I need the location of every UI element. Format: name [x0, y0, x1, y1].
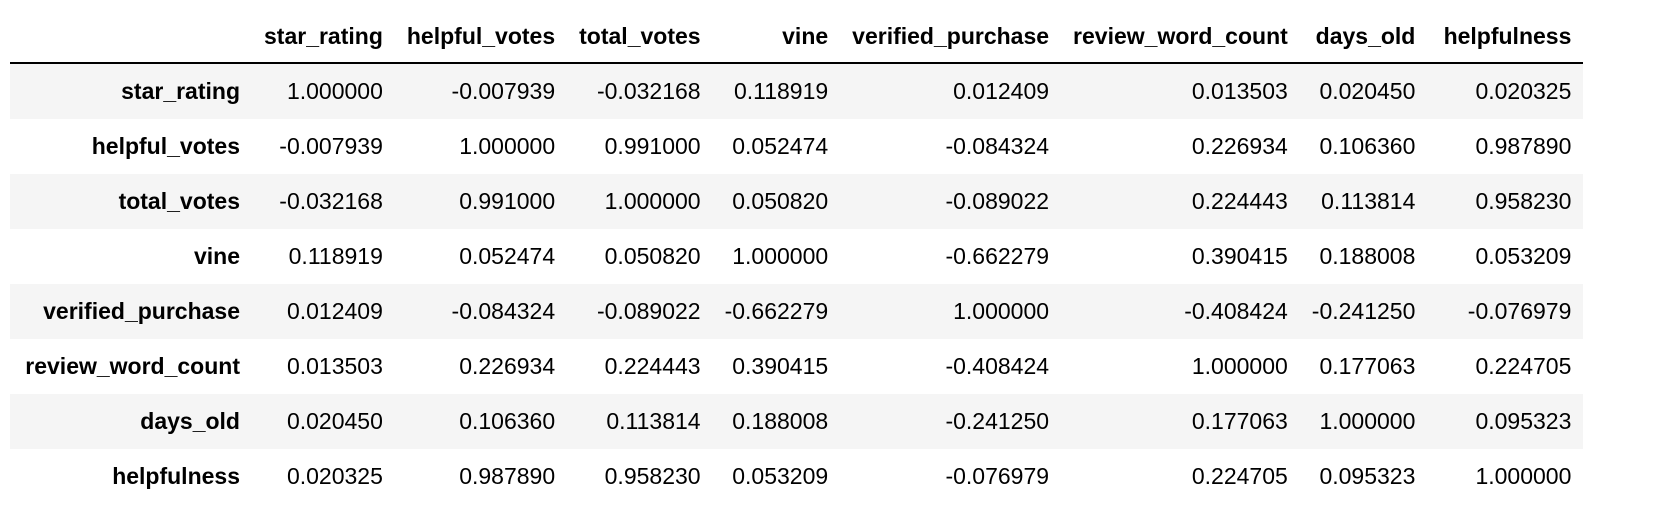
table-cell: 0.390415: [1191, 243, 1288, 269]
table-cell: 0.050820: [604, 243, 701, 269]
correlation-table: star_rating helpful_votes total_votes vi…: [10, 10, 1584, 504]
column-header: total_votes: [567, 10, 713, 64]
table-cell: -0.241250: [945, 408, 1050, 434]
table-cell: 0.113814: [1321, 188, 1416, 214]
table-cell: 0.188008: [732, 408, 829, 434]
table-cell: 0.390415: [732, 353, 829, 379]
column-header: review_word_count: [1061, 10, 1300, 64]
table-cell: -0.089022: [945, 188, 1050, 214]
table-cell: 0.177063: [1191, 408, 1288, 434]
table-cell: 0.050820: [732, 188, 829, 214]
table-cell: 1.000000: [604, 188, 701, 214]
table-row: review_word_count 0.013503 0.226934 0.22…: [10, 339, 1584, 394]
table-cell: 0.188008: [1319, 243, 1416, 269]
table-cell: 0.012409: [953, 78, 1050, 104]
table-cell: 0.987890: [1475, 133, 1572, 159]
table-row: total_votes -0.032168 0.991000 1.000000 …: [10, 174, 1584, 229]
table-cell: 0.013503: [286, 353, 383, 379]
table-cell: -0.089022: [596, 298, 701, 324]
table-cell: 0.118919: [733, 78, 829, 104]
table-cell: 0.224443: [1191, 188, 1288, 214]
header-row: star_rating helpful_votes total_votes vi…: [10, 10, 1584, 64]
table-cell: 1.000000: [1319, 408, 1416, 434]
table-cell: 0.106360: [459, 408, 556, 434]
table-cell: 0.052474: [459, 243, 556, 269]
table-cell: -0.241250: [1311, 298, 1416, 324]
table-cell: 1.000000: [1191, 353, 1288, 379]
table-cell: -0.408424: [945, 353, 1050, 379]
table-cell: 0.052474: [732, 133, 829, 159]
table-cell: 0.106360: [1319, 133, 1416, 159]
table-cell: 0.020325: [1475, 78, 1572, 104]
table-cell: -0.007939: [451, 78, 556, 104]
row-label: star_rating: [121, 78, 240, 104]
table-cell: -0.662279: [945, 243, 1050, 269]
table-cell: -0.408424: [1184, 298, 1288, 324]
table-cell: 0.020450: [286, 408, 383, 434]
table-cell: -0.662279: [724, 298, 829, 324]
table-cell: 0.226934: [1191, 133, 1288, 159]
row-label: verified_purchase: [43, 298, 240, 324]
table-cell: 0.958230: [604, 463, 701, 489]
table-cell: 1.000000: [953, 298, 1050, 324]
table-cell: -0.032168: [596, 78, 701, 104]
row-label: review_word_count: [25, 353, 240, 379]
table-row: days_old 0.020450 0.106360 0.113814 0.18…: [10, 394, 1584, 449]
table-cell: 0.020450: [1319, 78, 1416, 104]
table-cell: 0.991000: [604, 133, 701, 159]
column-header: vine: [712, 10, 841, 64]
row-label: total_votes: [118, 188, 240, 214]
table-cell: 0.224705: [1475, 353, 1572, 379]
table-cell: -0.076979: [1467, 298, 1572, 324]
table-row: vine 0.118919 0.052474 0.050820 1.000000…: [10, 229, 1584, 284]
table-cell: -0.084324: [451, 298, 556, 324]
table-row: helpfulness 0.020325 0.987890 0.958230 0…: [10, 449, 1584, 504]
table-cell: 0.113814: [606, 408, 701, 434]
table-cell: 0.053209: [732, 463, 829, 489]
row-label: helpfulness: [112, 463, 240, 489]
table-cell: -0.084324: [945, 133, 1050, 159]
table-header: star_rating helpful_votes total_votes vi…: [10, 10, 1584, 64]
table-cell: -0.032168: [279, 188, 383, 214]
column-header: days_old: [1299, 10, 1428, 64]
table-cell: -0.076979: [945, 463, 1050, 489]
table-cell: 0.118919: [288, 243, 383, 269]
table-cell: 0.020325: [286, 463, 383, 489]
table-cell: 0.095323: [1475, 408, 1572, 434]
table-cell: 1.000000: [732, 243, 829, 269]
index-header-cell: [10, 10, 252, 64]
row-label: vine: [193, 243, 240, 269]
table-cell: 0.987890: [459, 463, 556, 489]
table-row: star_rating 1.000000 -0.007939 -0.032168…: [10, 63, 1584, 119]
table-cell: 0.224443: [604, 353, 701, 379]
table-body: star_rating 1.000000 -0.007939 -0.032168…: [10, 63, 1584, 504]
column-header: verified_purchase: [840, 10, 1062, 64]
table-cell: -0.007939: [279, 133, 383, 159]
table-cell: 0.226934: [459, 353, 556, 379]
column-header: helpful_votes: [394, 10, 568, 64]
row-label: helpful_votes: [91, 133, 240, 159]
table-cell: 0.224705: [1191, 463, 1288, 489]
row-label: days_old: [140, 408, 240, 434]
column-header: star_rating: [252, 10, 395, 64]
table-cell: 1.000000: [459, 133, 556, 159]
table-cell: 0.177063: [1319, 353, 1416, 379]
table-cell: 0.095323: [1319, 463, 1416, 489]
table-cell: 0.012409: [286, 298, 383, 324]
table-cell: 0.991000: [459, 188, 556, 214]
table-row: verified_purchase 0.012409 -0.084324 -0.…: [10, 284, 1584, 339]
table-cell: 0.013503: [1191, 78, 1288, 104]
column-header: helpfulness: [1427, 10, 1584, 64]
table-cell: 1.000000: [1475, 463, 1572, 489]
table-row: helpful_votes -0.007939 1.000000 0.99100…: [10, 119, 1584, 174]
table-cell: 0.053209: [1475, 243, 1572, 269]
table-cell: 0.958230: [1475, 188, 1572, 214]
table-cell: 1.000000: [286, 78, 383, 104]
